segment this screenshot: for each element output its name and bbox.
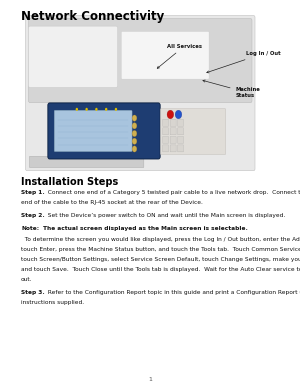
Text: 1: 1: [148, 377, 152, 382]
FancyBboxPatch shape: [54, 110, 132, 152]
FancyBboxPatch shape: [170, 137, 176, 144]
FancyBboxPatch shape: [28, 26, 118, 88]
FancyBboxPatch shape: [178, 128, 184, 135]
Circle shape: [95, 108, 98, 111]
Text: touch Enter, press the Machine Status button, and touch the Tools tab.  Touch Co: touch Enter, press the Machine Status bu…: [21, 247, 300, 251]
Text: Step 1.: Step 1.: [21, 190, 45, 195]
Circle shape: [167, 110, 174, 119]
FancyBboxPatch shape: [178, 137, 184, 144]
Text: out.: out.: [21, 277, 32, 282]
Circle shape: [132, 146, 137, 152]
Text: To determine the screen you would like displayed, press the Log In / Out button,: To determine the screen you would like d…: [21, 237, 300, 241]
Circle shape: [105, 108, 107, 111]
FancyBboxPatch shape: [28, 19, 252, 103]
Text: touch Screen/Button Settings, select Service Screen Default, touch Change Settin: touch Screen/Button Settings, select Ser…: [21, 257, 300, 262]
FancyBboxPatch shape: [170, 145, 176, 152]
Text: Installation Steps: Installation Steps: [21, 177, 118, 187]
Text: instructions supplied.: instructions supplied.: [21, 300, 84, 305]
Circle shape: [115, 108, 117, 111]
Text: Set the Device’s power switch to ON and wait until the Main screen is displayed.: Set the Device’s power switch to ON and …: [44, 213, 285, 218]
Circle shape: [175, 110, 182, 119]
Text: The actual screen displayed as the Main screen is selectable.: The actual screen displayed as the Main …: [41, 227, 248, 231]
Text: and touch Save.  Touch Close until the Tools tab is displayed.  Wait for the Aut: and touch Save. Touch Close until the To…: [21, 267, 300, 272]
FancyBboxPatch shape: [163, 145, 169, 152]
Text: Step 3.: Step 3.: [21, 290, 45, 295]
FancyBboxPatch shape: [163, 120, 169, 126]
FancyBboxPatch shape: [170, 120, 176, 126]
FancyBboxPatch shape: [163, 137, 169, 144]
Circle shape: [132, 115, 137, 121]
FancyBboxPatch shape: [178, 120, 184, 126]
FancyBboxPatch shape: [163, 128, 169, 135]
Circle shape: [132, 130, 137, 137]
Text: Machine
Status: Machine Status: [203, 80, 260, 98]
Text: All Services: All Services: [157, 43, 202, 68]
FancyBboxPatch shape: [178, 145, 184, 152]
Circle shape: [132, 138, 137, 144]
Text: Connect one end of a Category 5 twisted pair cable to a live network drop.  Conn: Connect one end of a Category 5 twisted …: [44, 190, 300, 195]
Text: Note:: Note:: [21, 227, 39, 231]
Text: Network Connectivity: Network Connectivity: [21, 10, 164, 23]
Circle shape: [85, 108, 88, 111]
Text: end of the cable to the RJ-45 socket at the rear of the Device.: end of the cable to the RJ-45 socket at …: [21, 200, 203, 205]
FancyBboxPatch shape: [121, 31, 209, 79]
FancyBboxPatch shape: [170, 128, 176, 135]
Text: Step 2.: Step 2.: [21, 213, 45, 218]
Circle shape: [76, 108, 78, 111]
Text: Refer to the Configuration Report topic in this guide and print a Configuration : Refer to the Configuration Report topic …: [44, 290, 300, 295]
FancyBboxPatch shape: [29, 156, 144, 168]
FancyBboxPatch shape: [26, 16, 255, 171]
FancyBboxPatch shape: [160, 109, 226, 155]
Text: Log In / Out: Log In / Out: [207, 51, 280, 73]
Circle shape: [132, 123, 137, 129]
FancyBboxPatch shape: [48, 103, 160, 159]
